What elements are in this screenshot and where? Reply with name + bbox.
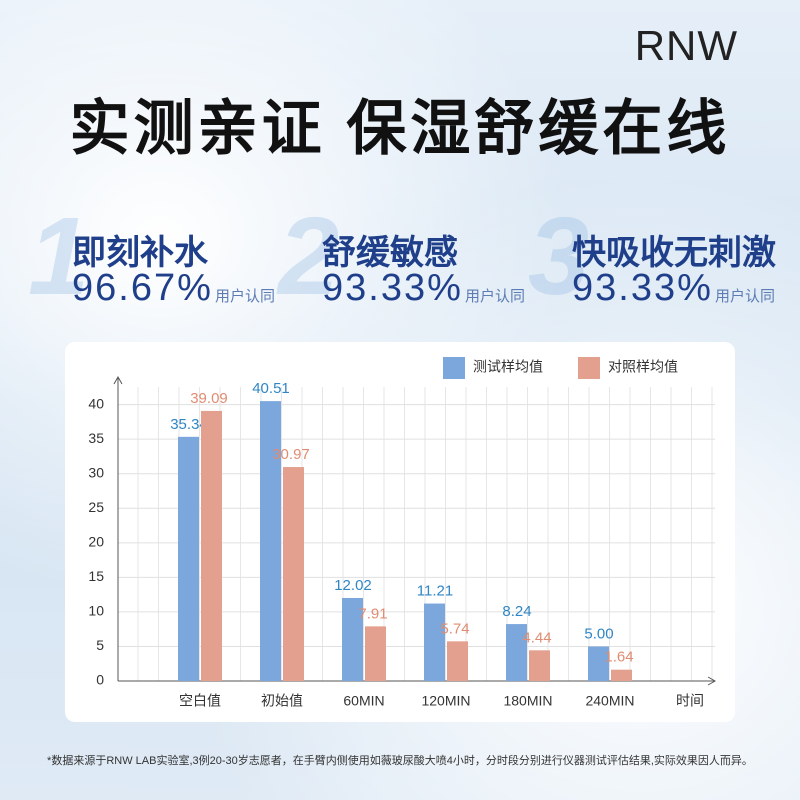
value-label: 7.91: [358, 605, 387, 622]
stat-label: 舒缓敏感: [322, 234, 458, 272]
value-label: 35.34: [170, 416, 208, 433]
value-label: 39.09: [190, 390, 228, 407]
y-tick-label: 10: [88, 603, 104, 619]
stat-label: 即刻补水: [72, 234, 208, 272]
bar: [529, 650, 550, 681]
title: 实测亲证 保湿舒缓在线: [69, 95, 731, 162]
bar: [424, 603, 445, 681]
legend-swatch: [443, 357, 465, 379]
bar: [178, 436, 199, 681]
stat: 3 快吸收无刺激 93.33% 用户认同: [528, 195, 790, 318]
y-tick-label: 15: [88, 568, 104, 584]
stat-percent: 93.33%: [322, 267, 463, 309]
stat-number: 2: [278, 195, 340, 318]
x-axis-label: 时间: [676, 693, 704, 709]
bar: [201, 410, 222, 681]
legend-swatch: [578, 357, 600, 379]
bar: [588, 646, 609, 681]
y-tick-label: 40: [88, 395, 104, 411]
value-label: 12.02: [334, 577, 372, 594]
value-label: 1.64: [604, 649, 633, 666]
value-label: 11.21: [417, 583, 453, 600]
stat-percent: 96.67%: [72, 267, 213, 309]
x-tick-label: 180MIN: [503, 693, 552, 709]
y-tick-label: 25: [88, 499, 104, 515]
bar: [342, 597, 363, 681]
stat-percent: 93.33%: [572, 267, 713, 309]
value-label: 40.51: [252, 380, 290, 397]
x-tick-label: 空白值: [179, 693, 221, 709]
bar: [506, 624, 527, 681]
stat-label: 快吸收无刺激: [572, 234, 776, 272]
chart-card: [65, 342, 735, 722]
stat-number: 3: [528, 195, 590, 318]
x-tick-label: 60MIN: [343, 693, 384, 709]
value-label: 30.97: [272, 446, 310, 463]
bar: [611, 669, 632, 681]
value-label: 5.00: [584, 625, 613, 642]
bar: [447, 641, 468, 681]
bar: [260, 401, 281, 681]
y-tick-label: 0: [96, 672, 104, 688]
x-tick-label: 初始值: [261, 693, 303, 709]
y-tick-label: 5: [96, 637, 104, 653]
value-label: 5.74: [440, 620, 469, 637]
y-axis-arrow: [113, 375, 123, 385]
bar: [283, 467, 304, 681]
value-label: 8.24: [502, 603, 531, 620]
stat-note: 用户认同: [465, 288, 526, 305]
brand: RNW: [634, 22, 738, 69]
stat: 2 舒缓敏感 93.33% 用户认同: [278, 195, 540, 318]
stat-number: 1: [28, 195, 90, 318]
y-tick-label: 30: [88, 464, 104, 480]
value-label: 4.44: [522, 629, 551, 646]
x-tick-label: 120MIN: [421, 693, 470, 709]
y-tick-label: 35: [88, 430, 104, 446]
stat-note: 用户认同: [715, 288, 776, 305]
legend-label: 测试样均值: [473, 359, 543, 375]
y-tick-label: 20: [88, 534, 104, 550]
footnote: *数据来源于RNW LAB实验室,3例20-30岁志愿者，在手臂内侧使用如薇玻尿…: [47, 755, 753, 767]
x-tick-label: 240MIN: [585, 693, 634, 709]
bar: [365, 626, 386, 681]
x-axis-arrow: [707, 676, 717, 686]
stat: 1 即刻补水 96.67% 用户认同: [28, 195, 290, 318]
legend-label: 对照样均值: [608, 359, 678, 375]
stat-note: 用户认同: [215, 288, 276, 305]
